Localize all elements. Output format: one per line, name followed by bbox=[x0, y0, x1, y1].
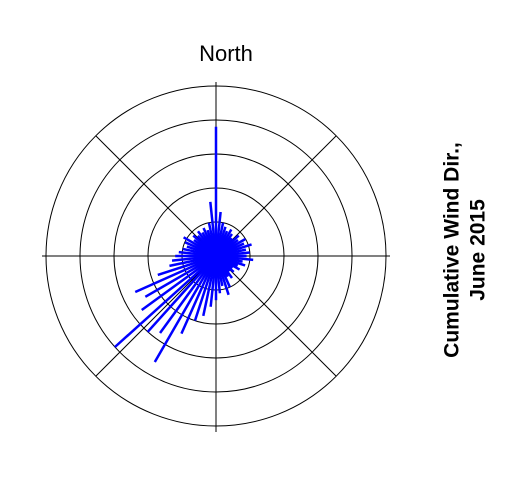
wind-ray bbox=[114, 255, 217, 348]
wind-ray bbox=[144, 254, 217, 298]
wind-ray bbox=[140, 254, 217, 311]
grid-ring bbox=[45, 85, 387, 427]
grid-ring bbox=[79, 119, 353, 393]
wind-ray bbox=[159, 255, 218, 334]
wind-ray bbox=[146, 255, 217, 333]
side-label-line: June 2015 bbox=[467, 199, 490, 301]
wind-ray bbox=[134, 254, 217, 294]
chart-title: North bbox=[199, 41, 253, 66]
side-label-line: Cumulative Wind Dir., bbox=[441, 142, 464, 358]
wind-ray bbox=[180, 255, 218, 335]
wind-ray bbox=[153, 255, 218, 363]
wind-ray bbox=[209, 201, 218, 257]
side-label: Cumulative Wind Dir., June 2015 bbox=[441, 142, 490, 358]
